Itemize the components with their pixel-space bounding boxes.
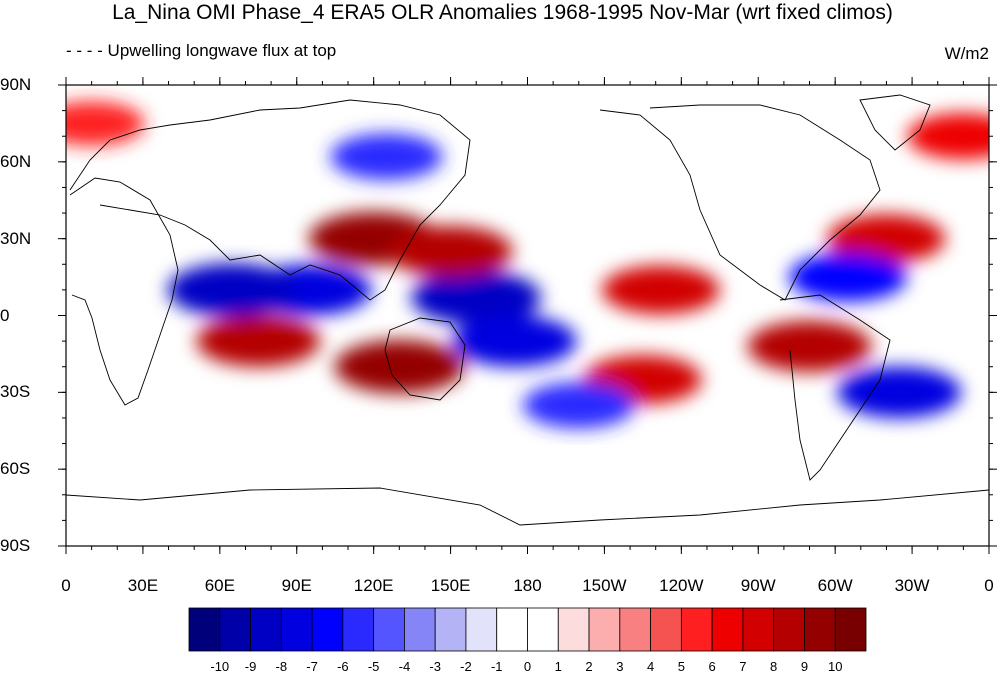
map-background <box>66 85 989 546</box>
colorbar-box <box>619 607 651 652</box>
anomaly-region-2 <box>167 263 298 317</box>
colorbar-box <box>373 607 405 652</box>
coast-africa <box>69 177 179 406</box>
lat-label: 60N <box>0 151 32 171</box>
coast-south-america <box>779 294 891 481</box>
anomaly-region-15 <box>522 381 635 429</box>
colorbar-box <box>742 607 775 652</box>
colorbar-box <box>773 607 805 652</box>
colorbar-box <box>834 607 867 652</box>
units-label: W/m2 <box>944 44 989 63</box>
lat-label: 90N <box>0 75 32 94</box>
colorbar-box <box>496 607 528 652</box>
lon-label: 150W <box>582 576 627 595</box>
colorbar-box <box>188 607 221 652</box>
plot-title: La_Nina OMI Phase_4 ERA5 OLR Anomalies 1… <box>112 1 893 24</box>
anomaly-region-0 <box>330 133 443 180</box>
coast-greenland <box>859 94 931 151</box>
colorbar-label: -2 <box>460 659 472 674</box>
colorbar-box <box>804 607 836 652</box>
colorbar-box <box>280 607 313 652</box>
lon-label: 60E <box>204 576 235 595</box>
lon-label: 0 <box>984 576 994 595</box>
colorbar-box <box>711 607 744 652</box>
lon-label: 60W <box>817 576 853 595</box>
colorbar-label: -5 <box>367 659 380 674</box>
colorbar-label: 3 <box>616 659 624 674</box>
colorbar-label: 4 <box>646 659 655 674</box>
anomaly-region-13 <box>788 252 907 302</box>
colorbar-box <box>250 607 282 652</box>
colorbar-label: -9 <box>244 659 257 674</box>
anomaly-region-6 <box>388 225 513 278</box>
anomaly-region-10 <box>601 265 720 315</box>
anomaly-region-3 <box>411 270 542 325</box>
colorbar-box <box>311 607 344 652</box>
colorbar-label: 10 <box>827 659 843 674</box>
anomaly-region-7 <box>334 339 465 394</box>
lat-label: 30N <box>0 228 32 248</box>
colorbar-box <box>219 607 251 652</box>
lon-label: 30W <box>894 576 930 595</box>
colorbar-box <box>465 607 498 652</box>
lon-label: 90E <box>281 576 312 595</box>
colorbar-box <box>680 607 713 652</box>
colorbar-label: 0 <box>523 659 532 674</box>
colorbar-label: 1 <box>554 659 562 674</box>
coast-australia <box>384 317 466 401</box>
lat-label: 0 <box>0 305 10 325</box>
anomaly-region-16 <box>66 101 145 146</box>
lon-label: 120E <box>353 576 394 595</box>
colorbar-label: -10 <box>210 659 230 674</box>
colorbar-label: -3 <box>429 659 441 674</box>
coast-antarctica <box>66 487 989 526</box>
lon-label: 30E <box>127 576 159 595</box>
colorbar-label: 5 <box>677 659 685 674</box>
lon-label: 0 <box>61 576 71 595</box>
colorbar-label: -1 <box>490 659 503 674</box>
coastlines <box>66 94 989 526</box>
colorbar-label: -4 <box>398 659 411 674</box>
colorbar-box <box>434 607 467 652</box>
colorbar-label: 6 <box>708 659 716 674</box>
anomaly-region-11 <box>747 320 872 372</box>
colorbar-box <box>557 607 590 652</box>
lon-label: 120W <box>659 576 704 595</box>
anomaly-region-17 <box>907 113 989 160</box>
axis-ticks <box>58 77 997 554</box>
anomaly-region-8 <box>196 315 321 367</box>
lat-label: 90S <box>0 536 31 555</box>
anomaly-region-14 <box>837 366 962 418</box>
lon-label: 150E <box>430 576 471 595</box>
lat-label: 60S <box>0 459 31 479</box>
colorbar-box <box>588 607 621 652</box>
colorbar-label: 7 <box>739 659 747 674</box>
lon-label: 180 <box>513 576 542 595</box>
variable-subtitle: - - - - Upwelling longwave flux at top <box>66 41 337 60</box>
anomaly-region-4 <box>452 315 577 367</box>
colorbar-label: 2 <box>585 659 593 674</box>
colorbar-label: -7 <box>306 659 318 674</box>
colorbar-label: -8 <box>275 659 288 674</box>
anomaly-region-12 <box>827 214 946 264</box>
colorbar-box <box>342 607 375 652</box>
lat-label: 30S <box>0 382 31 402</box>
colorbar-box <box>650 607 682 652</box>
coast-north-america <box>599 104 881 301</box>
colorbar-box <box>404 607 436 652</box>
colorbar-box <box>527 607 559 652</box>
coast-eurasia <box>69 99 471 301</box>
colorbar-label: 9 <box>800 659 809 674</box>
colorbar <box>188 607 867 652</box>
colorbar-label: 8 <box>770 659 778 674</box>
colorbar-label: -6 <box>337 659 349 674</box>
lon-label: 90W <box>740 576 776 595</box>
anomaly-field <box>66 101 989 429</box>
